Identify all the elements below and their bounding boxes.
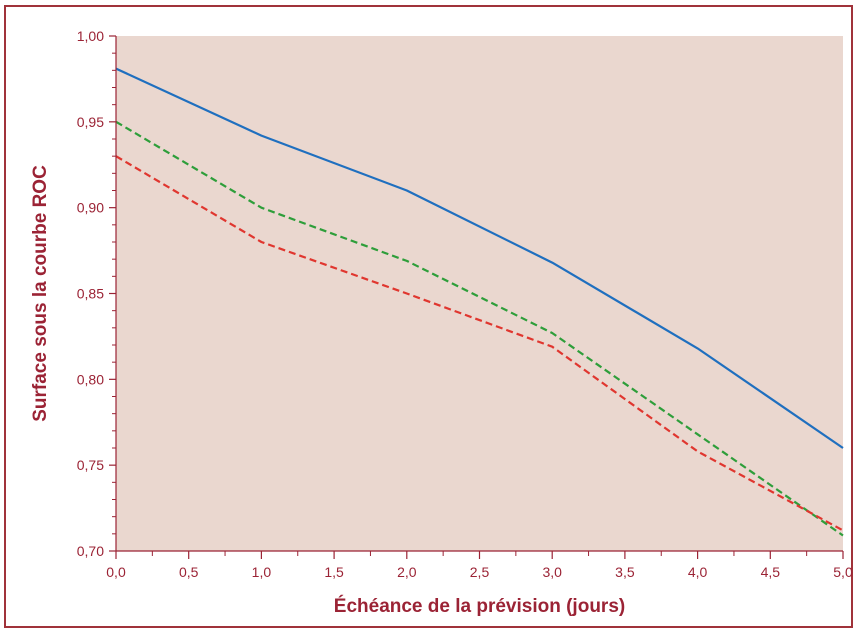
x-tick-label: 3,5 xyxy=(615,564,635,580)
series-layer xyxy=(115,67,844,537)
y-tick-label: 0,95 xyxy=(77,114,104,130)
x-tick-label: 4,5 xyxy=(761,564,781,580)
x-tick-label: 2,0 xyxy=(397,564,417,580)
y-axis-title: Surface sous la courbe ROC xyxy=(30,165,51,422)
y-tick-label: 0,90 xyxy=(77,200,104,216)
x-tick-label: 3,0 xyxy=(542,564,562,580)
x-axis-title: Échéance de la prévision (jours) xyxy=(334,595,625,617)
plot-area xyxy=(116,36,843,551)
y-tick-label: 0,75 xyxy=(77,457,104,473)
series-line-3 xyxy=(115,155,844,532)
x-tick-label: 0,0 xyxy=(106,564,126,580)
y-tick-label: 1,00 xyxy=(77,28,104,44)
axes-layer: 0,70 0,75 0,80 0,85 0,90 0,95 1,00 0,0 0,5 1,0 1,5… xyxy=(77,28,853,580)
y-tick-label: 0,85 xyxy=(77,286,104,302)
x-tick-label: 4,0 xyxy=(688,564,708,580)
x-tick-label: 0,5 xyxy=(179,564,199,580)
series-line-1 xyxy=(115,67,844,449)
x-tick-label: 1,5 xyxy=(324,564,344,580)
x-tick-label: 5,0 xyxy=(833,564,853,580)
y-tick-label: 0,80 xyxy=(77,371,104,387)
y-tick-label: 0,70 xyxy=(77,543,104,559)
x-tick-label: 2,5 xyxy=(470,564,490,580)
x-tick-label: 1,0 xyxy=(252,564,272,580)
